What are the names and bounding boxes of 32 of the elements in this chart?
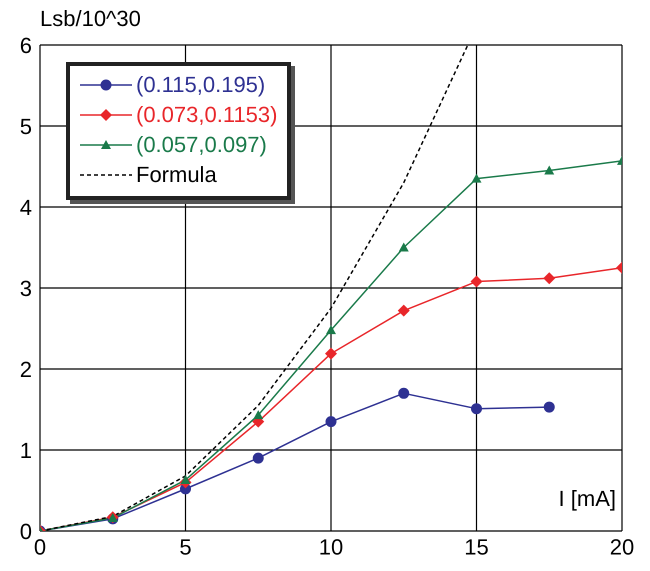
point: [472, 174, 482, 183]
point: [326, 416, 336, 428]
legend-label: (0.073,0.1153): [136, 102, 278, 128]
x-tick-label: 15: [464, 534, 489, 560]
y-tick-label: 6: [20, 32, 32, 58]
y-tick-label: 3: [20, 276, 32, 301]
point: [471, 403, 482, 414]
point: [325, 348, 337, 360]
point: [398, 242, 409, 252]
y-tick-label: 4: [20, 194, 32, 220]
y-tick-label: 2: [20, 356, 32, 382]
point: [398, 304, 410, 317]
x-tick-label: 10: [318, 534, 344, 560]
x-axis-title: I [mA]: [558, 486, 616, 512]
point: [543, 272, 556, 284]
legend-label: (0.115,0.195): [136, 72, 266, 98]
y-axis-title: Lsb/10^30: [40, 6, 141, 32]
legend-label: (0.057,0.097): [136, 132, 267, 158]
point: [544, 402, 555, 413]
legend-label: Formula: [136, 162, 217, 188]
x-tick-label: 20: [610, 534, 634, 560]
point: [180, 474, 190, 484]
y-tick-label: 0: [20, 518, 32, 544]
point: [252, 452, 264, 464]
point: [326, 325, 336, 334]
point: [398, 388, 410, 399]
point: [470, 276, 482, 288]
x-tick-label: 5: [179, 534, 192, 560]
point: [544, 166, 554, 175]
y-tick-label: 1: [20, 438, 32, 463]
point: [253, 410, 264, 420]
y-tick-label: 5: [20, 114, 32, 139]
